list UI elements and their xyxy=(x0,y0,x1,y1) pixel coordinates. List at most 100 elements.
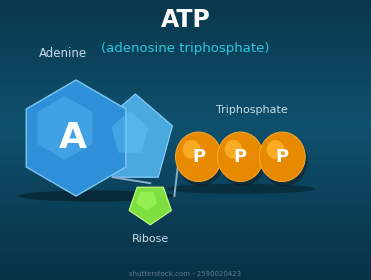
Circle shape xyxy=(261,136,308,186)
Bar xyxy=(0,27,371,28)
Text: Ribose: Ribose xyxy=(132,234,169,244)
Polygon shape xyxy=(26,80,126,196)
Bar xyxy=(0,8,371,10)
Bar xyxy=(0,38,371,39)
Bar xyxy=(0,141,371,143)
Bar xyxy=(0,239,371,241)
Bar xyxy=(0,32,371,34)
Bar xyxy=(0,85,371,87)
Bar xyxy=(0,267,371,269)
Bar xyxy=(0,137,371,139)
Bar xyxy=(0,213,371,214)
Bar xyxy=(0,4,371,6)
Bar xyxy=(0,183,371,185)
Bar xyxy=(0,59,371,60)
Bar xyxy=(0,147,371,148)
Bar xyxy=(0,52,371,53)
Bar xyxy=(0,189,371,190)
Bar xyxy=(0,246,371,248)
Bar xyxy=(0,87,371,88)
Bar xyxy=(0,206,371,207)
Ellipse shape xyxy=(19,190,174,202)
Bar xyxy=(0,24,371,25)
Bar xyxy=(0,71,371,73)
Bar xyxy=(0,151,371,153)
Bar xyxy=(0,6,371,7)
Bar xyxy=(0,217,371,218)
Bar xyxy=(0,20,371,21)
Bar xyxy=(0,252,371,253)
Bar xyxy=(0,105,371,106)
Bar xyxy=(0,241,371,242)
Bar xyxy=(0,113,371,115)
Bar xyxy=(0,273,371,274)
Bar xyxy=(0,153,371,154)
Bar xyxy=(0,15,371,17)
Bar xyxy=(0,60,371,62)
Bar xyxy=(0,35,371,36)
Bar xyxy=(0,211,371,213)
Bar xyxy=(0,224,371,225)
Circle shape xyxy=(175,132,221,182)
Bar xyxy=(0,232,371,234)
Circle shape xyxy=(267,140,284,159)
Bar xyxy=(0,169,371,171)
Bar xyxy=(0,122,371,123)
Bar xyxy=(0,120,371,122)
Text: Adenine: Adenine xyxy=(39,47,87,60)
Bar xyxy=(0,146,371,147)
Bar xyxy=(0,262,371,263)
Bar xyxy=(0,78,371,80)
Bar xyxy=(0,29,371,31)
Bar xyxy=(0,263,371,265)
Bar xyxy=(0,48,371,49)
Bar xyxy=(0,10,371,11)
Bar xyxy=(0,221,371,223)
Bar xyxy=(0,76,371,77)
Bar xyxy=(0,225,371,227)
Bar xyxy=(0,274,371,276)
Bar xyxy=(0,150,371,151)
Bar xyxy=(0,134,371,136)
Bar xyxy=(0,167,371,168)
Bar xyxy=(0,25,371,27)
Bar xyxy=(0,39,371,41)
Circle shape xyxy=(177,136,224,186)
Bar xyxy=(0,73,371,74)
Bar xyxy=(0,199,371,200)
Text: P: P xyxy=(276,148,289,166)
Bar xyxy=(0,116,371,118)
Bar xyxy=(0,127,371,129)
Bar xyxy=(0,70,371,71)
Bar xyxy=(0,62,371,63)
Bar xyxy=(0,230,371,231)
Bar xyxy=(0,50,371,52)
Bar xyxy=(0,192,371,193)
Bar xyxy=(0,136,371,137)
Bar xyxy=(0,144,371,146)
Bar xyxy=(0,181,371,182)
Bar xyxy=(0,123,371,125)
Bar xyxy=(0,227,371,228)
Bar xyxy=(0,260,371,262)
Bar xyxy=(0,125,371,126)
Bar xyxy=(0,21,371,22)
Bar xyxy=(0,91,371,92)
Bar xyxy=(0,83,371,84)
Bar xyxy=(0,197,371,199)
Bar xyxy=(0,139,371,140)
Bar xyxy=(0,178,371,179)
Text: Triphosphate: Triphosphate xyxy=(216,105,288,115)
Bar xyxy=(0,41,371,42)
Bar xyxy=(0,55,371,56)
Bar xyxy=(0,188,371,189)
Bar xyxy=(0,42,371,43)
Bar xyxy=(0,14,371,15)
Bar xyxy=(0,209,371,210)
Circle shape xyxy=(183,140,200,159)
Bar xyxy=(0,265,371,266)
Bar xyxy=(0,253,371,255)
Bar xyxy=(0,237,371,238)
Bar xyxy=(0,249,371,251)
Bar xyxy=(0,129,371,130)
